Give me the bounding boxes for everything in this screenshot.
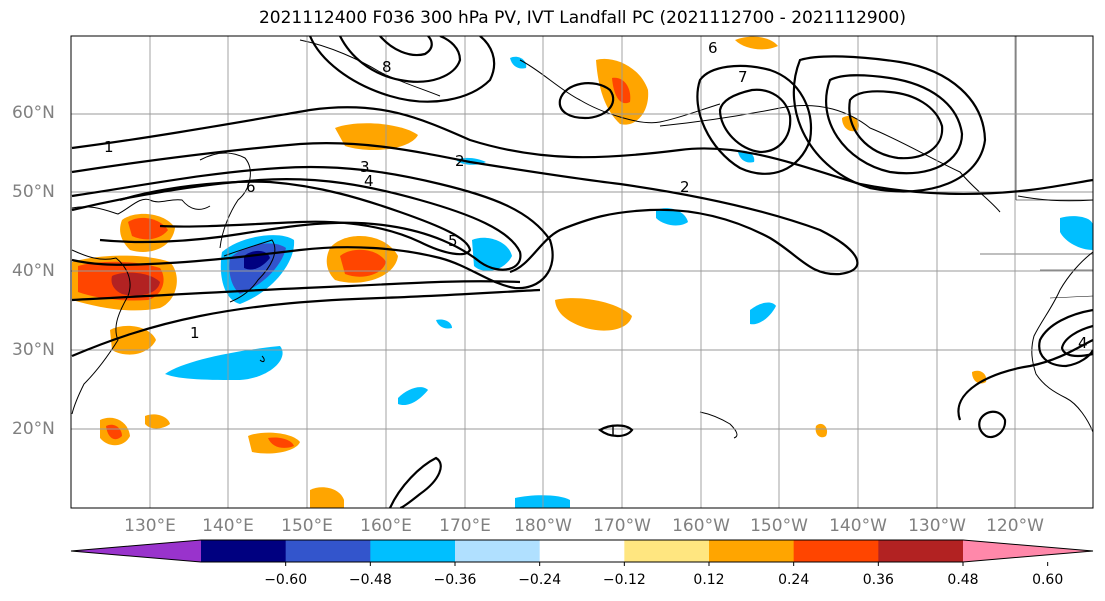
pv-contours <box>71 36 1093 508</box>
lon-label: 170°E <box>439 516 491 536</box>
colorbar-extend-high <box>963 540 1093 562</box>
colorbar-tick-label: −0.48 <box>348 572 392 588</box>
colorbar-tick-label: 0.48 <box>947 572 979 588</box>
colorbar-segment <box>455 540 541 562</box>
colorbar-segment <box>878 540 964 562</box>
map-frame <box>70 35 1094 509</box>
lat-label: 40°N <box>12 261 55 281</box>
colorbar-tick-label: 0.60 <box>1032 572 1064 588</box>
colorbar-segment <box>624 540 710 562</box>
lat-label: 60°N <box>12 103 55 123</box>
map-title: 2021112400 F036 300 hPa PV, IVT Landfall… <box>258 8 906 28</box>
contour-label: 1 <box>608 422 618 440</box>
lon-label: 150°W <box>750 516 808 536</box>
colorbar-tick-label: 0.24 <box>778 572 810 588</box>
colorbar-segment <box>539 540 625 562</box>
lon-label: 120°W <box>986 516 1044 536</box>
colorbar-tick-label: 0.36 <box>862 572 894 588</box>
contour-label: 7 <box>738 68 748 86</box>
contour-label: 4 <box>1078 334 1088 352</box>
colorbar <box>70 539 1094 566</box>
lat-label: 30°N <box>12 340 55 360</box>
lon-label: 140°E <box>202 516 254 536</box>
lon-label: 170°W <box>593 516 651 536</box>
colorbar-tick-label: −0.60 <box>264 572 308 588</box>
colorbar-tick-label: 0.12 <box>693 572 725 588</box>
colorbar-segment <box>285 540 371 562</box>
contour-label: 2 <box>455 152 465 170</box>
contour-label: 8 <box>382 58 392 76</box>
contour-label: 2 <box>680 178 690 196</box>
contour-label: 1 <box>190 324 200 342</box>
colorbar-segment <box>201 540 287 562</box>
lon-label: 150°E <box>281 516 333 536</box>
negative-anomaly-shading <box>165 56 1093 508</box>
colorbar-tick-label: −0.36 <box>433 572 477 588</box>
colorbar-tick-label: −0.24 <box>518 572 562 588</box>
colorbar-tick-label: −0.12 <box>602 572 646 588</box>
colorbar-outline <box>70 539 1094 563</box>
lon-label: 140°W <box>829 516 887 536</box>
lon-label: 160°W <box>672 516 730 536</box>
colorbar-segment <box>793 540 879 562</box>
lon-label: 130°E <box>124 516 176 536</box>
lon-label: 130°W <box>908 516 966 536</box>
contour-label: 6 <box>246 178 256 196</box>
colorbar-segment <box>709 540 795 562</box>
lat-label: 50°N <box>12 182 55 202</box>
contour-labels: 1 2 3 4 5 6 6 7 8 2 1 4 1 <box>104 39 1088 440</box>
borders <box>980 36 1093 299</box>
colorbar-segment <box>370 540 456 562</box>
colorbar-extend-low <box>71 540 201 562</box>
contour-label: 3 <box>360 158 370 176</box>
contour-label: 6 <box>708 39 718 57</box>
lon-label: 180°W <box>514 516 572 536</box>
contour-label: 1 <box>104 138 114 156</box>
lat-label: 20°N <box>12 419 55 439</box>
contour-label: 4 <box>364 172 374 190</box>
contour-label: 5 <box>448 232 458 250</box>
lon-label: 160°E <box>360 516 412 536</box>
